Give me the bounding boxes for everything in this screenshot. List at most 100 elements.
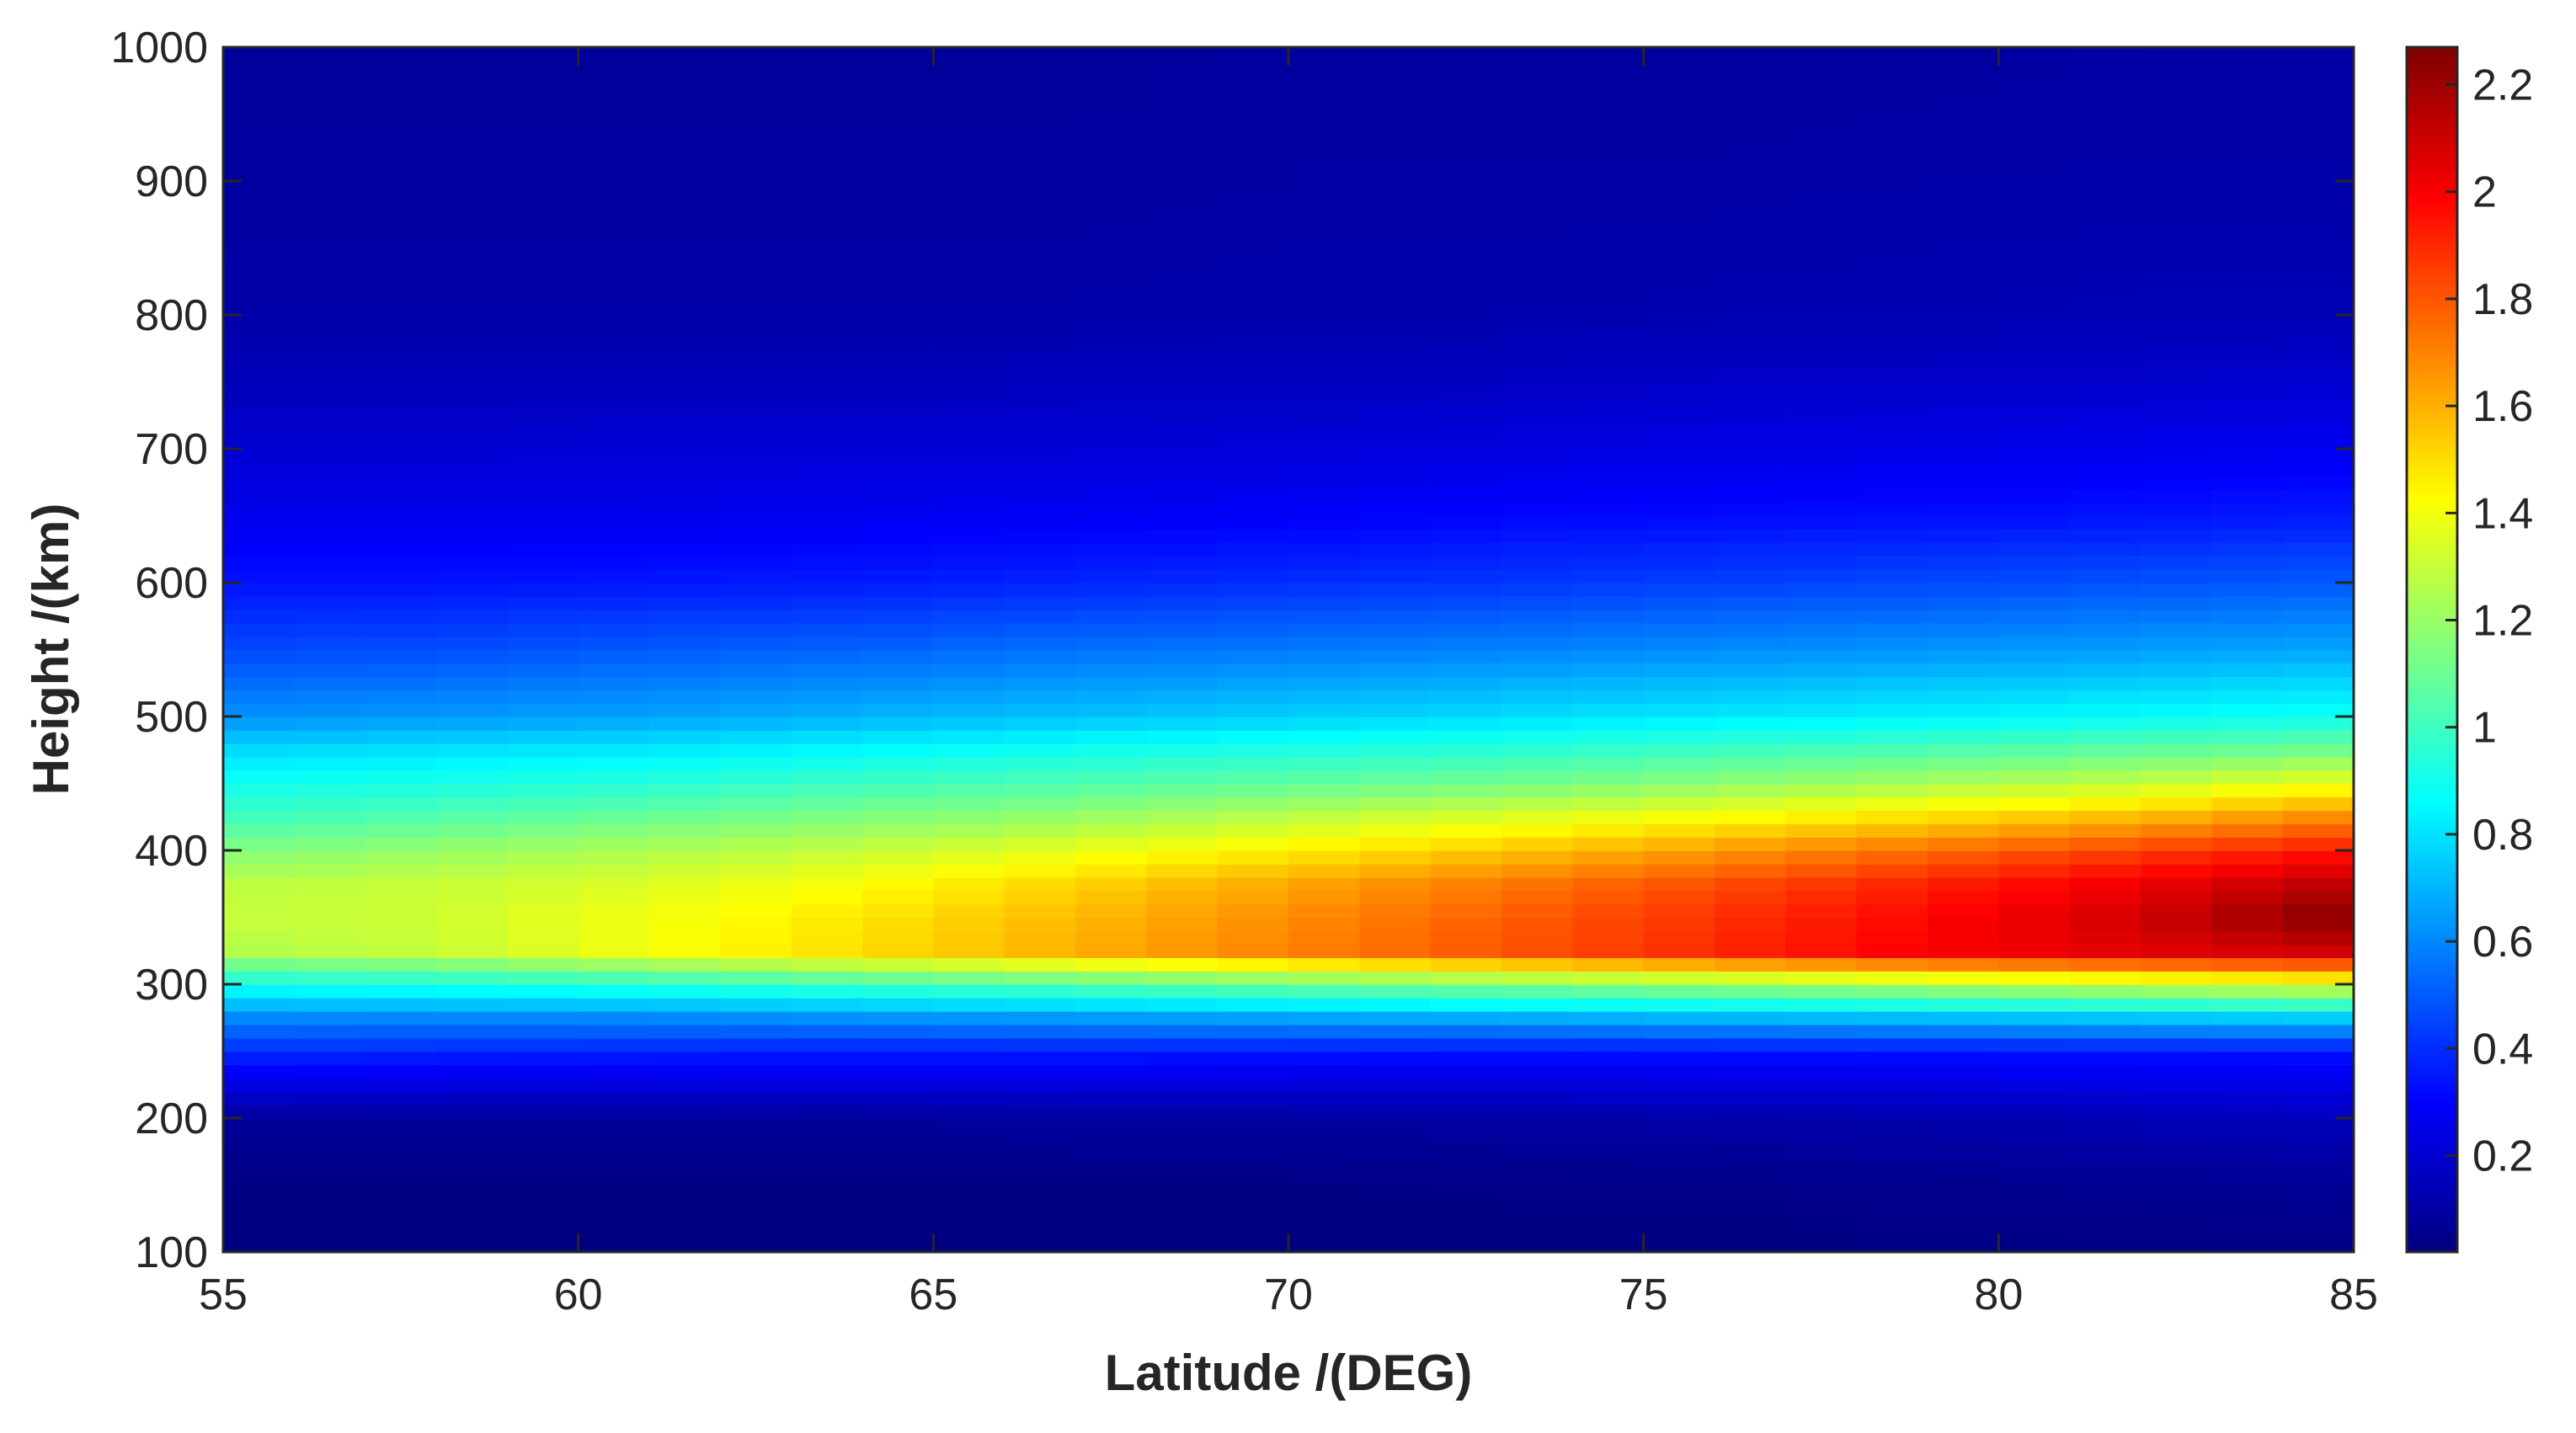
heatmap-cell <box>1359 154 1432 168</box>
heatmap-cell <box>791 556 863 570</box>
heatmap-cell <box>1928 114 2000 129</box>
heatmap-cell <box>1217 1239 1289 1253</box>
colorbar-step <box>2407 866 2457 872</box>
heatmap-cell <box>507 234 579 249</box>
heatmap-cell <box>1146 301 1219 316</box>
heatmap-cell <box>1004 837 1076 851</box>
heatmap-cell <box>720 663 792 678</box>
heatmap-cell <box>1715 328 1787 343</box>
heatmap-cell <box>294 756 366 771</box>
heatmap-cell <box>223 449 296 463</box>
colorbar-step <box>2407 456 2457 462</box>
heatmap-cell <box>436 154 509 168</box>
heatmap-cell <box>1572 341 1645 356</box>
heatmap-cell <box>1928 408 2000 423</box>
heatmap-cell <box>1075 609 1148 624</box>
heatmap-cell <box>2069 810 2141 824</box>
heatmap-cell <box>507 221 579 236</box>
heatmap-cell <box>1643 100 1715 115</box>
heatmap-cell <box>1715 930 1787 946</box>
heatmap-cell <box>1998 957 2071 972</box>
colorbar-step <box>2407 216 2457 222</box>
heatmap-cell <box>2069 395 2141 410</box>
heatmap-cell <box>2282 261 2355 276</box>
heatmap-cell <box>2069 47 2141 61</box>
heatmap-cell <box>1288 1118 1361 1132</box>
heatmap-cell <box>294 676 366 690</box>
heatmap-cell <box>1004 154 1076 168</box>
heatmap-cell <box>1643 542 1715 557</box>
heatmap-cell <box>1004 796 1076 812</box>
heatmap-cell <box>791 609 863 624</box>
heatmap-cell <box>1146 87 1219 102</box>
heatmap-cell <box>1004 690 1076 704</box>
heatmap-cell <box>2069 488 2141 503</box>
heatmap-cell <box>1075 1158 1148 1173</box>
heatmap-cell <box>436 47 509 61</box>
heatmap-cell <box>1004 234 1076 249</box>
heatmap-cell <box>1572 636 1645 651</box>
heatmap-cell <box>1004 1078 1076 1092</box>
heatmap-cell <box>1715 583 1787 597</box>
heatmap-cell <box>1785 1078 1858 1092</box>
heatmap-cell <box>720 837 792 851</box>
heatmap-cell <box>1715 315 1787 329</box>
heatmap-cell <box>436 301 509 316</box>
heatmap-cell <box>1856 1212 1928 1226</box>
heatmap-cell <box>507 703 579 717</box>
heatmap-cell <box>1928 890 2000 905</box>
heatmap-cell <box>2069 542 2141 557</box>
heatmap-cell <box>2282 515 2355 530</box>
heatmap-cell <box>649 850 722 865</box>
heatmap-cell <box>720 622 792 637</box>
heatmap-cell <box>1572 127 1645 142</box>
heatmap-cell <box>1004 502 1076 517</box>
heatmap-cell <box>791 729 863 744</box>
colorbar-step <box>2407 348 2457 354</box>
heatmap-cell <box>862 1239 935 1253</box>
heatmap-cell <box>578 381 650 397</box>
heatmap-cell <box>2211 1064 2284 1079</box>
heatmap-cell <box>1288 783 1361 798</box>
heatmap-cell <box>507 823 579 838</box>
heatmap-cell <box>436 783 509 798</box>
heatmap-cell <box>1430 783 1502 798</box>
heatmap-cell <box>578 73 650 88</box>
heatmap-cell <box>507 690 579 704</box>
heatmap-cell <box>791 301 863 316</box>
heatmap-cell <box>1856 783 1928 798</box>
heatmap-cell <box>862 1105 935 1119</box>
heatmap-cell <box>1501 1212 1574 1226</box>
heatmap-cell <box>436 368 509 383</box>
colorbar-step <box>2407 381 2457 387</box>
colorbar-step <box>2407 197 2457 204</box>
heatmap-cell <box>933 181 1005 195</box>
heatmap-cell <box>507 488 579 503</box>
heatmap-cell <box>294 1225 366 1239</box>
heatmap-cell <box>862 984 935 999</box>
heatmap-cell <box>1359 181 1432 195</box>
heatmap-cell <box>1715 837 1787 851</box>
heatmap-cell <box>2211 569 2284 583</box>
heatmap-cell <box>578 368 650 383</box>
heatmap-cell <box>1643 676 1715 690</box>
heatmap-cell <box>1715 917 1787 932</box>
heatmap-cell <box>791 234 863 249</box>
heatmap-cell <box>578 1105 650 1119</box>
colorbar-step <box>2407 856 2457 862</box>
heatmap-cell <box>649 729 722 744</box>
heatmap-cell <box>365 743 437 758</box>
heatmap-cell <box>933 1118 1005 1132</box>
heatmap-cell <box>294 636 366 651</box>
heatmap-cell <box>436 971 509 985</box>
colorbar-step <box>2407 136 2457 142</box>
heatmap-cell <box>1643 876 1715 892</box>
heatmap-cell <box>1430 903 1502 919</box>
heatmap-cell <box>1359 435 1432 450</box>
heatmap-cell <box>2069 1185 2141 1200</box>
heatmap-cell <box>720 636 792 651</box>
colorbar-step <box>2407 644 2457 651</box>
heatmap-cell <box>933 903 1005 919</box>
heatmap-cell <box>578 676 650 690</box>
heatmap-cell <box>649 1078 722 1092</box>
